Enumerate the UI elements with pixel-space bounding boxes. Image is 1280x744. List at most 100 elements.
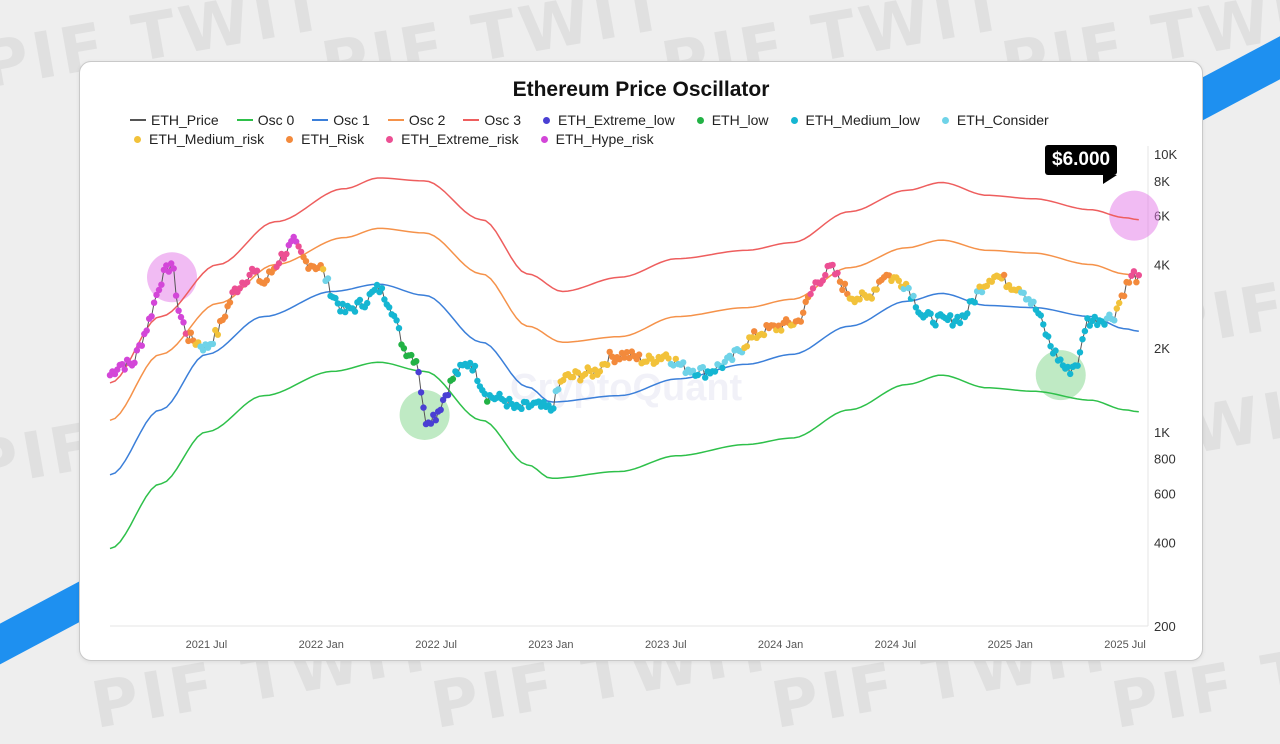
price-risk-dot	[283, 250, 290, 258]
legend-item[interactable]: ETH_low	[693, 112, 769, 128]
price-risk-dot	[586, 367, 594, 375]
price-risk-dot	[711, 368, 719, 375]
legend-item[interactable]: ETH_Price	[130, 112, 219, 128]
price-risk-dot	[214, 331, 221, 338]
price-risk-dot	[839, 286, 846, 293]
legend-swatch	[386, 135, 394, 143]
legend-item[interactable]: Osc 1	[312, 112, 370, 128]
legend-item[interactable]: ETH_Extreme_risk	[382, 131, 519, 147]
price-risk-dot	[1045, 333, 1052, 340]
price-risk-dot	[702, 374, 709, 381]
price-risk-dot	[535, 398, 542, 405]
price-risk-dot	[778, 327, 785, 334]
price-risk-dot	[976, 283, 983, 290]
price-risk-dot	[988, 278, 995, 285]
price-risk-dot	[1025, 296, 1032, 303]
price-risk-dot	[964, 310, 971, 317]
highlight-circle	[1109, 190, 1160, 241]
price-risk-dot	[226, 299, 234, 306]
price-risk-dot	[165, 268, 172, 275]
price-risk-dot	[168, 260, 175, 267]
price-risk-dot	[954, 313, 961, 321]
price-risk-dot	[474, 377, 481, 385]
price-risk-dot	[121, 366, 128, 373]
legend-swatch	[286, 135, 294, 143]
legend-label: ETH_Price	[151, 112, 219, 128]
legend-item[interactable]: ETH_Consider	[938, 112, 1049, 128]
legend-item[interactable]: ETH_Medium_low	[787, 112, 920, 128]
price-risk-dot	[187, 329, 194, 336]
price-risk-dot	[501, 397, 508, 405]
price-risk-dot	[609, 353, 616, 360]
legend-item[interactable]: ETH_Hype_risk	[537, 131, 654, 147]
legend-item[interactable]: ETH_Medium_risk	[130, 131, 264, 147]
price-risk-dot	[643, 358, 650, 365]
price-risk-dot	[1064, 363, 1071, 371]
legend-item[interactable]: Osc 0	[236, 112, 294, 128]
price-risk-dot	[199, 347, 207, 354]
price-risk-dot	[623, 349, 631, 356]
price-risk-dot	[1120, 292, 1128, 300]
x-tick-label: 2022 Jul	[415, 639, 457, 651]
y-tick-label: 200	[1154, 619, 1176, 634]
price-risk-dot	[332, 294, 339, 302]
price-risk-dot	[905, 284, 912, 292]
price-risk-dot	[518, 405, 525, 412]
x-tick-label: 2025 Jan	[988, 639, 1033, 651]
price-risk-dot	[1091, 313, 1098, 321]
chart-legend: ETH_Price Osc 0 Osc 1 Osc 2 Osc 3 ETH_Extreme…	[130, 112, 1160, 147]
price-risk-dot	[297, 248, 305, 255]
price-risk-dot	[582, 370, 589, 378]
price-risk-dot	[1116, 299, 1123, 307]
price-risk-dot	[912, 304, 920, 311]
price-risk-dot	[1052, 347, 1059, 354]
price-risk-dot	[342, 308, 349, 316]
price-risk-dot	[621, 354, 628, 361]
price-risk-dot	[555, 386, 562, 393]
legend-item[interactable]: ETH_Extreme_low	[539, 112, 675, 128]
price-risk-dot	[1081, 327, 1089, 335]
price-risk-dot	[408, 351, 415, 359]
price-risk-dot	[751, 328, 758, 335]
price-risk-dot	[1076, 349, 1084, 356]
legend-label: ETH_Consider	[956, 112, 1049, 128]
legend-item[interactable]: Osc 3	[463, 112, 521, 128]
y-tick-label: 400	[1154, 535, 1176, 550]
legend-label: ETH_Risk	[301, 131, 365, 147]
legend-label: Osc 1	[333, 112, 370, 128]
price-risk-dot	[841, 280, 849, 287]
price-risk-dot	[873, 286, 880, 293]
price-risk-dot	[275, 260, 283, 267]
legend-label: ETH_Hype_risk	[555, 131, 654, 147]
price-risk-dot	[386, 304, 393, 311]
price-risk-dot	[604, 361, 611, 368]
price-risk-dot	[1037, 312, 1044, 319]
price-risk-dot	[175, 307, 182, 314]
price-risk-dot	[895, 277, 902, 284]
price-risk-dot	[484, 398, 491, 405]
price-risk-dot	[236, 285, 243, 292]
price-risk-dot	[635, 351, 643, 358]
legend-item[interactable]: ETH_Risk	[282, 131, 364, 147]
legend-swatch	[130, 119, 146, 121]
price-risk-dot	[1086, 322, 1093, 329]
price-risk-dot	[971, 299, 978, 306]
legend-item[interactable]: Osc 2	[387, 112, 445, 128]
price-risk-dot	[430, 411, 437, 418]
price-callout-badge: $6.000	[1045, 145, 1118, 175]
price-risk-dot	[172, 292, 180, 299]
y-tick-label: 600	[1154, 486, 1176, 501]
price-risk-dot	[209, 340, 217, 348]
price-risk-dot	[574, 369, 582, 376]
price-risk-dot	[1113, 305, 1121, 312]
price-risk-dot	[822, 271, 829, 279]
price-risk-dot	[596, 368, 604, 375]
price-risk-dot	[432, 417, 439, 424]
price-risk-dot	[927, 310, 934, 317]
price-risk-dot	[665, 355, 672, 362]
price-risk-dot	[381, 296, 388, 303]
legend-swatch	[941, 116, 949, 124]
price-risk-dot	[699, 364, 706, 371]
legend-label: ETH_Medium_risk	[149, 131, 265, 147]
price-risk-dot	[775, 322, 782, 329]
